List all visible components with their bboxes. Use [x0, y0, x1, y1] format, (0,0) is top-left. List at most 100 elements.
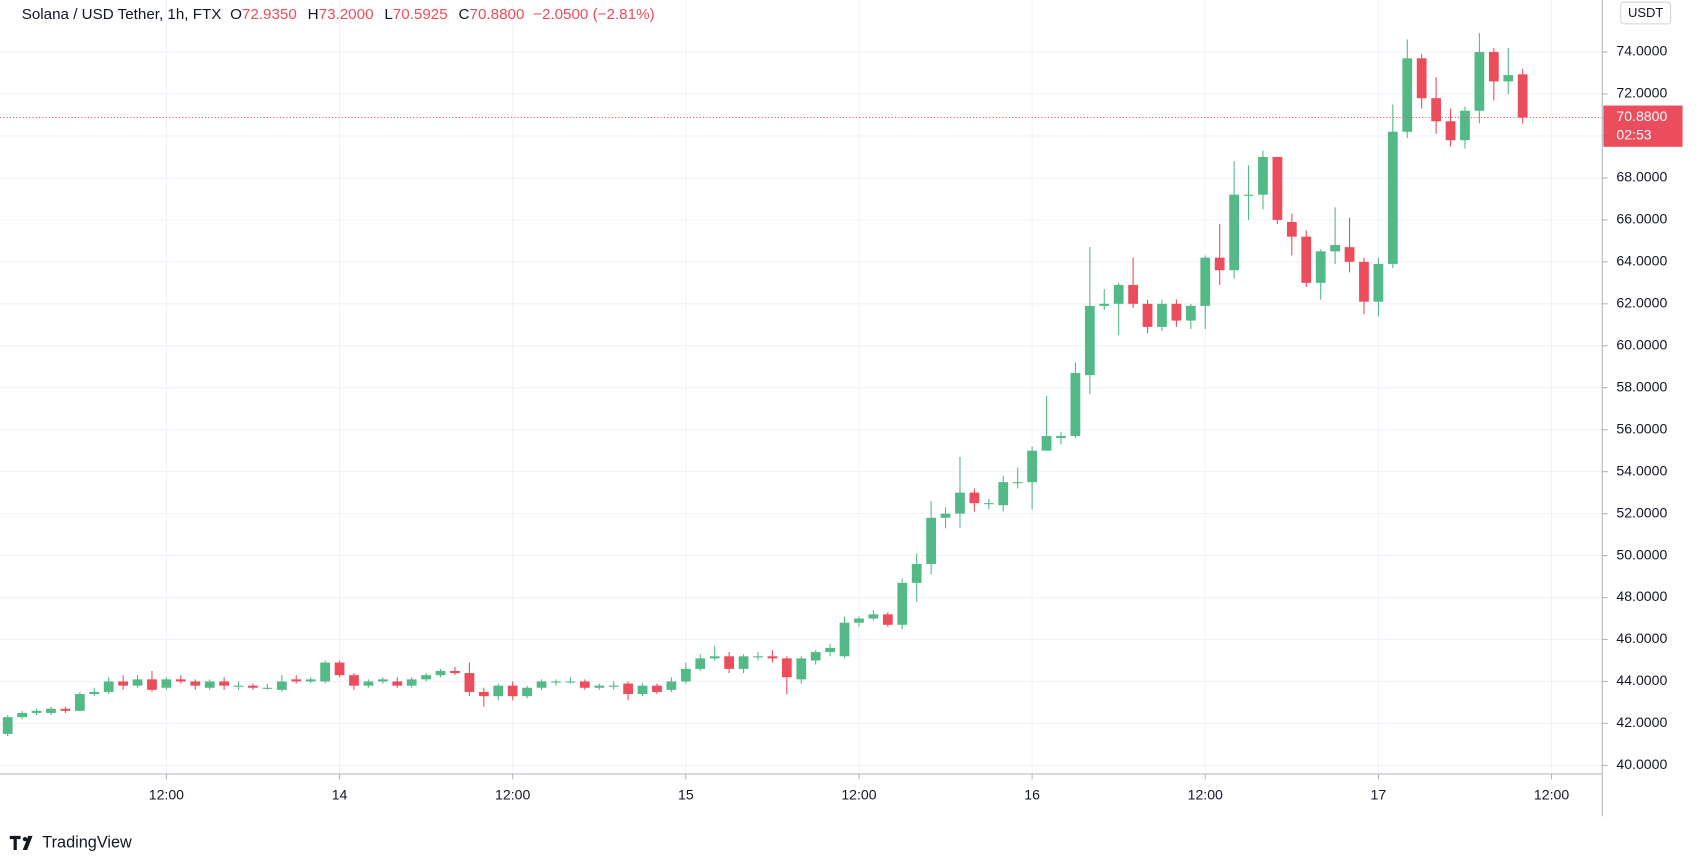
y-tick-label: 56.0000 [1616, 420, 1667, 436]
candle-body [1445, 121, 1456, 141]
legend: Solana / USD Tether, 1h, FTX O72.9350 H73.… [22, 6, 655, 23]
y-tick-label: 50.0000 [1616, 546, 1667, 562]
candle-body [1142, 303, 1153, 327]
candle-body [565, 681, 576, 683]
y-tick-label: 74.0000 [1616, 43, 1667, 59]
candle-body [522, 687, 533, 697]
candle-body [536, 681, 547, 688]
candle-body [147, 679, 157, 690]
candle-body [1128, 284, 1138, 304]
candle-body [1286, 221, 1297, 237]
y-tick-label: 46.0000 [1616, 630, 1667, 646]
candle-body [1200, 257, 1211, 306]
candle-body [623, 683, 634, 695]
candle-body [233, 685, 244, 687]
candle-body [1301, 236, 1312, 283]
candle-body [320, 662, 331, 682]
legend-key: H [308, 6, 319, 23]
x-tick-label: 17 [1371, 786, 1387, 802]
currency-label: USDT [1628, 5, 1663, 20]
candle-body [1171, 303, 1182, 321]
legend-change: −2.0500 (−2.81%) [533, 6, 655, 23]
candle-body [825, 647, 835, 653]
currency-box[interactable] [1620, 1, 1672, 25]
candle-body [868, 614, 879, 619]
candle-body [1503, 75, 1514, 82]
candle-body [1416, 58, 1427, 99]
candle-body [31, 710, 42, 713]
candle-body [1070, 373, 1081, 436]
candle-body [1027, 450, 1037, 483]
candle-body [998, 482, 1009, 506]
candle-body [652, 685, 662, 692]
y-tick-label: 62.0000 [1616, 295, 1667, 311]
candle-body [1460, 110, 1470, 141]
candle-body [1258, 156, 1268, 195]
candle-body [435, 670, 446, 676]
countdown-label: 02:53 [1616, 127, 1651, 143]
candle-body [709, 656, 720, 659]
candle-body [810, 652, 821, 661]
candle-body [1344, 247, 1355, 262]
candle-body [507, 685, 518, 697]
legend-key: C [459, 6, 470, 23]
candle-body [724, 656, 735, 669]
y-tick-label: 54.0000 [1616, 462, 1667, 478]
candle-body [781, 658, 792, 678]
y-tick-label: 60.0000 [1616, 336, 1667, 352]
candle-body [118, 681, 129, 686]
candle-body [1359, 261, 1369, 302]
y-tick-label: 52.0000 [1616, 504, 1667, 520]
candle-body [464, 673, 475, 692]
candle-body [1315, 251, 1326, 283]
candle-body [926, 517, 936, 564]
candle-body [219, 681, 230, 686]
y-tick-label: 42.0000 [1616, 714, 1667, 730]
x-tick-label: 12:00 [149, 786, 184, 802]
candle-body [897, 582, 908, 625]
candle-body [204, 681, 215, 688]
candle-body [796, 658, 807, 680]
candle-body [46, 708, 56, 713]
candle-body [969, 492, 980, 504]
candle-body [680, 668, 691, 682]
legend-value: 70.5925 [393, 6, 448, 23]
x-tick-label: 12:00 [495, 786, 530, 802]
legend-key: L [384, 6, 392, 23]
candle-body [1214, 257, 1225, 271]
candle-body [666, 681, 677, 690]
candle-body [854, 618, 864, 623]
candle-body [911, 563, 922, 583]
candle-body [940, 513, 951, 518]
candle-body [60, 708, 71, 711]
candle-body [955, 492, 965, 514]
candle-body [767, 656, 778, 659]
candle-body [637, 685, 648, 695]
candle-body [1431, 98, 1441, 122]
overlay: 70.8800 02:53 [0, 105, 1683, 147]
candle-body [175, 679, 186, 682]
candle-body [1243, 194, 1254, 196]
y-tick-label: 58.0000 [1616, 378, 1667, 394]
x-tick-label: 15 [678, 786, 694, 802]
candle-body [695, 658, 706, 669]
candle-body [392, 681, 403, 686]
candle-body [608, 685, 619, 687]
x-tick-label: 12:00 [1188, 786, 1223, 802]
candles [2, 33, 1528, 737]
y-tick-label: 64.0000 [1616, 253, 1667, 269]
candle-body [493, 685, 504, 697]
candle-body [753, 656, 763, 658]
candle-body [1272, 156, 1283, 220]
x-tick-label: 12:00 [841, 786, 876, 802]
candle-body [579, 681, 590, 688]
candle-body [17, 712, 28, 718]
candle-body [594, 685, 605, 688]
candle-body [1387, 131, 1398, 264]
candle-body [132, 679, 143, 686]
candle-body [1517, 74, 1528, 118]
candle-body [262, 687, 273, 689]
last-price-box [1603, 105, 1683, 147]
candle-body [1229, 194, 1239, 271]
